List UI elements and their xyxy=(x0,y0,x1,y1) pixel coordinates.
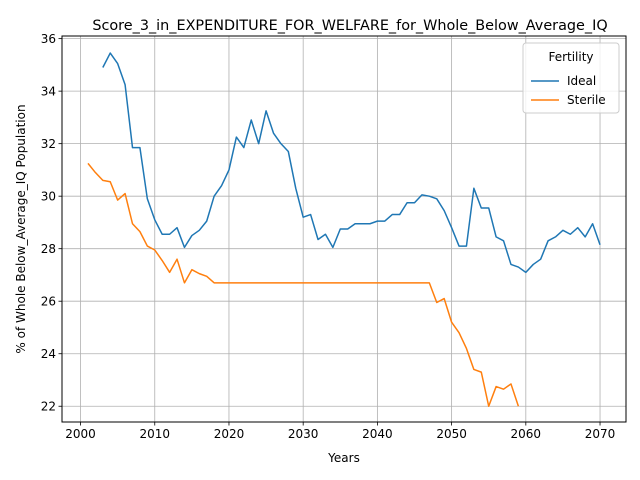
x-tick-label: 2070 xyxy=(585,427,616,441)
x-tick-label: 2020 xyxy=(214,427,245,441)
y-tick-label: 34 xyxy=(41,84,56,98)
y-tick-label: 30 xyxy=(41,189,56,203)
y-tick-label: 24 xyxy=(41,347,56,361)
y-tick-label: 36 xyxy=(41,32,56,46)
series-line-ideal xyxy=(102,52,601,274)
legend-label-sterile: Sterile xyxy=(567,93,606,107)
y-tick-label: 28 xyxy=(41,242,56,256)
x-tick-label: 2040 xyxy=(362,427,393,441)
y-tick-label: 22 xyxy=(41,399,56,413)
x-axis-label: Years xyxy=(327,451,360,465)
x-tick-label: 2010 xyxy=(139,427,170,441)
legend: Fertility Ideal Sterile xyxy=(522,42,620,114)
x-tick-label: 2050 xyxy=(436,427,467,441)
y-tick-label: 32 xyxy=(41,137,56,151)
x-tick-label: 2030 xyxy=(288,427,319,441)
legend-title: Fertility xyxy=(548,50,593,64)
legend-box xyxy=(522,42,620,114)
series-layer xyxy=(87,52,601,407)
x-tick-label: 2060 xyxy=(511,427,542,441)
axis-ticks: 2000 2010 2020 2030 2040 2050 2060 2070 22 24 26 28… xyxy=(41,32,616,441)
plot-area-frame xyxy=(61,35,627,423)
y-axis-label: % of Whole Below_Average_IQ Population xyxy=(14,104,28,353)
legend-label-ideal: Ideal xyxy=(567,74,596,88)
x-tick-label: 2000 xyxy=(65,427,96,441)
chart-title: Score_3_in_EXPENDITURE_FOR_WELFARE_for_W… xyxy=(92,18,607,34)
y-tick-label: 26 xyxy=(41,294,56,308)
series-line-sterile xyxy=(87,162,520,407)
